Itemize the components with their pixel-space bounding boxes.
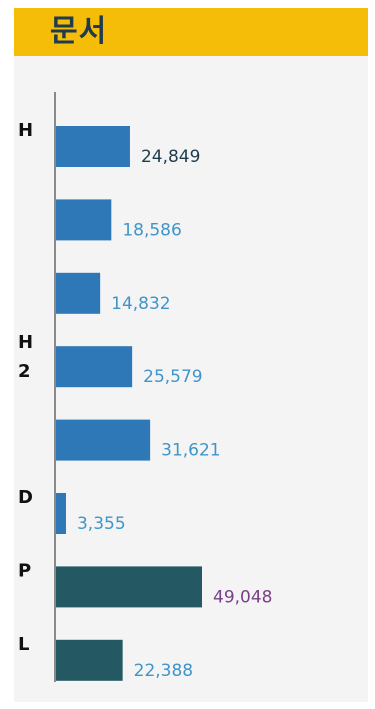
page-title: 문서 bbox=[50, 14, 108, 49]
category-label-3-1: 2 bbox=[18, 361, 31, 382]
bar-1 bbox=[56, 199, 112, 241]
value-label-5: 3,355 bbox=[77, 514, 126, 534]
bar-0 bbox=[56, 126, 130, 167]
header-bar: 문서 bbox=[14, 8, 368, 56]
value-label-7: 22,388 bbox=[134, 661, 193, 681]
bar-3 bbox=[56, 346, 133, 388]
value-label-6: 49,048 bbox=[213, 587, 272, 607]
value-label-2: 14,832 bbox=[111, 294, 170, 314]
category-label-6-0: P bbox=[18, 560, 31, 581]
category-label-0-0: H bbox=[18, 120, 33, 141]
value-label-0: 24,849 bbox=[141, 147, 200, 167]
bar-4 bbox=[56, 419, 151, 461]
bar-7 bbox=[56, 639, 123, 681]
category-label-5-0: D bbox=[18, 487, 33, 508]
bar-2 bbox=[56, 272, 101, 314]
category-label-7-0: L bbox=[18, 634, 29, 655]
bar-5 bbox=[56, 493, 66, 534]
value-label-3: 25,579 bbox=[143, 367, 202, 387]
category-label-3-0: H bbox=[18, 332, 33, 353]
value-label-4: 31,621 bbox=[161, 441, 220, 461]
bar-6 bbox=[56, 566, 202, 608]
value-label-1: 18,586 bbox=[122, 220, 181, 240]
